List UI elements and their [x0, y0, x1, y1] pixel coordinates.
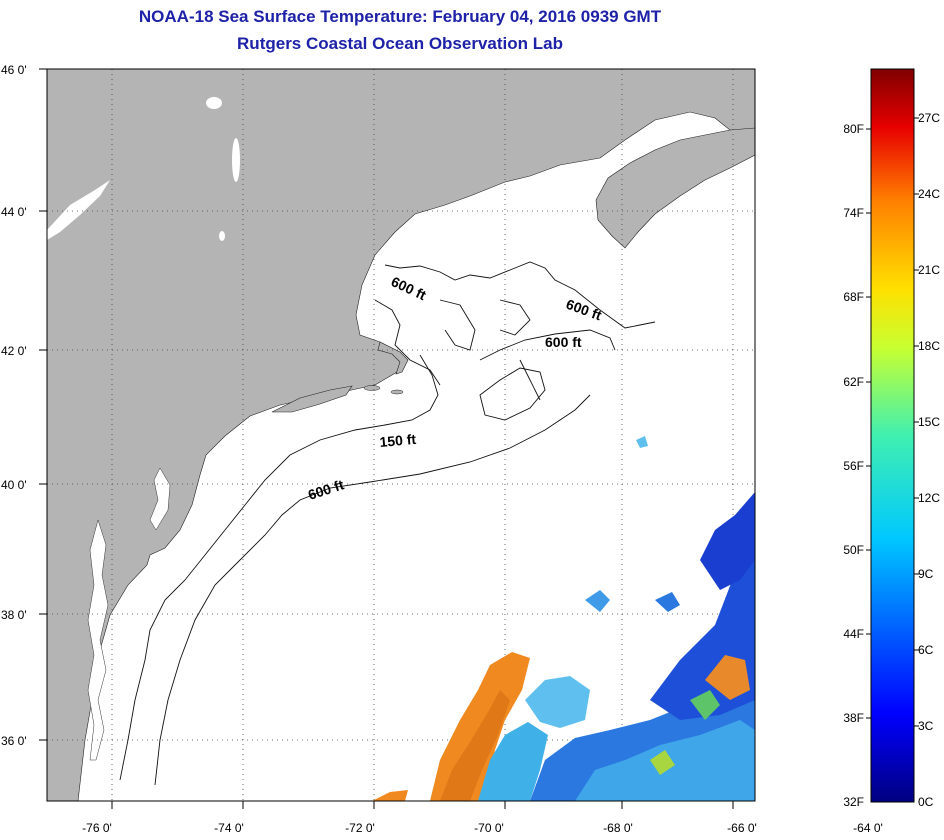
lat-label: 40 0'	[1, 478, 27, 492]
chesapeake-bay	[87, 519, 109, 761]
lake	[206, 97, 222, 109]
celsius-label: 15C	[918, 415, 940, 429]
celsius-label: 3C	[918, 719, 934, 733]
celsius-label: 21C	[918, 263, 940, 277]
lon-label: -74 0'	[214, 821, 244, 835]
contour-label: 150 ft	[379, 431, 417, 450]
bathymetry-contours	[119, 261, 656, 786]
fahrenheit-label: 74F	[843, 206, 864, 220]
celsius-label: 6C	[918, 643, 934, 657]
lat-label: 36 0'	[1, 734, 27, 748]
celsius-label: 18C	[918, 339, 940, 353]
long-island	[271, 385, 353, 413]
fahrenheit-label: 62F	[843, 375, 864, 389]
celsius-label: 0C	[918, 795, 934, 809]
celsius-label: 12C	[918, 491, 940, 505]
lon-label: -66 0'	[727, 821, 757, 835]
contour-label: 600 ft	[545, 334, 582, 350]
sst-data-field	[372, 436, 755, 801]
lake-ontario	[47, 180, 110, 240]
lon-label: -70 0'	[474, 821, 504, 835]
temperature-colorbar: 80F 74F 68F 62F 56F 50F 44F 38F 32F 27C …	[843, 68, 940, 809]
celsius-label: 27C	[918, 111, 940, 125]
longitude-labels: -76 0' -74 0' -72 0' -70 0' -68 0' -66 0…	[82, 821, 883, 835]
celsius-label: 24C	[918, 187, 940, 201]
lat-label: 38 0'	[1, 608, 27, 622]
fahrenheit-label: 32F	[843, 795, 864, 809]
fahrenheit-label: 38F	[843, 711, 864, 725]
marthas-vineyard	[363, 385, 381, 391]
contour-600ft-shelf	[154, 394, 591, 786]
nova-scotia-landmass	[595, 127, 755, 249]
cape-cod	[377, 341, 409, 375]
delaware-bay	[149, 467, 171, 531]
map-frame	[46, 68, 756, 802]
contour-600ft-gulf-of-maine	[384, 261, 656, 329]
contour-600ft-georges-bank	[479, 329, 616, 361]
fahrenheit-label: 68F	[843, 290, 864, 304]
map-ticks	[39, 68, 734, 809]
lake	[219, 231, 225, 241]
fahrenheit-label: 44F	[843, 627, 864, 641]
lake	[232, 138, 240, 182]
nantucket	[390, 389, 404, 395]
lon-label: -72 0'	[345, 821, 375, 835]
colorbar-ticks	[866, 117, 919, 727]
colorbar-gradient	[870, 68, 915, 803]
contour-150ft	[119, 354, 439, 781]
map-content: 600 ft 600 ft 600 ft 150 ft 600 ft	[47, 69, 755, 801]
lon-label: -64 0'	[853, 821, 883, 835]
lon-label: -76 0'	[82, 821, 112, 835]
celsius-label: 9C	[918, 567, 934, 581]
latitude-labels: 46 0' 44 0' 42 0' 40 0' 38 0' 36 0'	[1, 63, 27, 748]
lat-label: 42 0'	[1, 344, 27, 358]
map-title: NOAA-18 Sea Surface Temperature: Februar…	[138, 7, 662, 26]
celsius-labels: 27C 24C 21C 18C 15C 12C 9C 6C 3C 0C	[918, 111, 940, 809]
fahrenheit-label: 50F	[843, 543, 864, 557]
fahrenheit-label: 56F	[843, 459, 864, 473]
lat-label: 44 0'	[1, 205, 27, 219]
lat-label: 46 0'	[1, 63, 27, 77]
fahrenheit-labels: 80F 74F 68F 62F 56F 50F 44F 38F 32F	[843, 122, 864, 809]
lon-label: -68 0'	[603, 821, 633, 835]
map-subtitle: Rutgers Coastal Ocean Observation Lab	[237, 34, 563, 53]
fahrenheit-label: 80F	[843, 122, 864, 136]
